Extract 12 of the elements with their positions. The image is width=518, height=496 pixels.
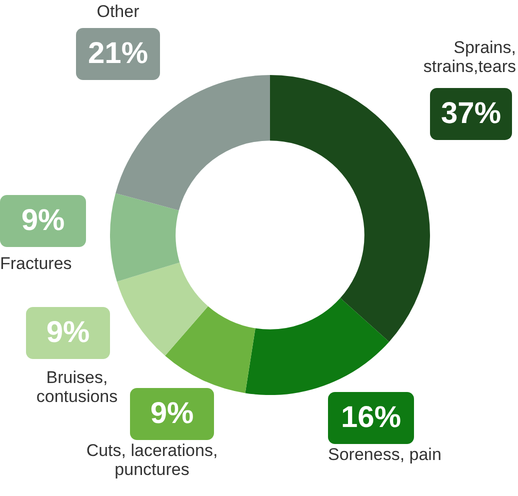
- slice-label: Cuts, lacerations, punctures: [85, 441, 219, 479]
- data-label: 9%: [130, 388, 214, 440]
- slice-label: Soreness, pain: [328, 445, 442, 464]
- slice-label: Other: [96, 2, 140, 21]
- data-label: 21%: [76, 28, 160, 80]
- slice-label: Sprains, strains,tears: [422, 38, 516, 76]
- slice-label: Bruises, contusions: [35, 368, 119, 406]
- data-label: 37%: [430, 88, 512, 140]
- data-label: 9%: [0, 195, 86, 247]
- data-label: 9%: [26, 307, 110, 359]
- slice-label: Fractures: [0, 254, 73, 273]
- data-label: 16%: [328, 392, 414, 444]
